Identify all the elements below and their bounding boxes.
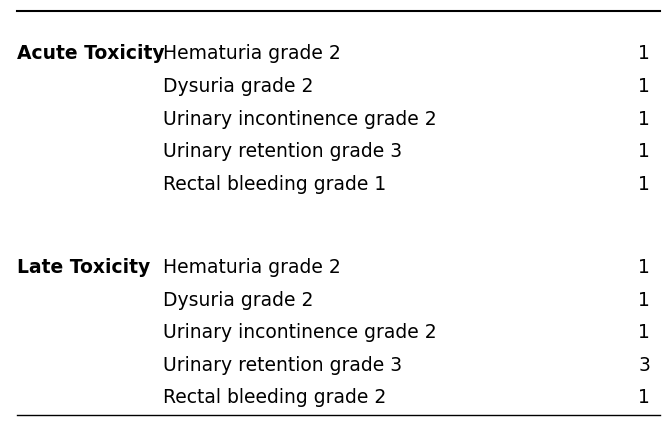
- Text: 1: 1: [638, 323, 650, 342]
- Text: Rectal bleeding grade 2: Rectal bleeding grade 2: [163, 388, 387, 407]
- Text: Urinary retention grade 3: Urinary retention grade 3: [163, 142, 403, 161]
- Text: Rectal bleeding grade 1: Rectal bleeding grade 1: [163, 175, 387, 194]
- Text: Dysuria grade 2: Dysuria grade 2: [163, 77, 313, 96]
- Text: Urinary incontinence grade 2: Urinary incontinence grade 2: [163, 110, 437, 129]
- Text: 1: 1: [638, 388, 650, 407]
- Text: Hematuria grade 2: Hematuria grade 2: [163, 258, 341, 277]
- Text: Acute Toxicity: Acute Toxicity: [17, 44, 164, 63]
- Text: 1: 1: [638, 291, 650, 310]
- Text: 3: 3: [638, 356, 650, 375]
- Text: Hematuria grade 2: Hematuria grade 2: [163, 44, 341, 63]
- Text: Late Toxicity: Late Toxicity: [17, 258, 150, 277]
- Text: 1: 1: [638, 258, 650, 277]
- Text: 1: 1: [638, 44, 650, 63]
- Text: Urinary incontinence grade 2: Urinary incontinence grade 2: [163, 323, 437, 342]
- Text: 1: 1: [638, 175, 650, 194]
- Text: 1: 1: [638, 110, 650, 129]
- Text: 1: 1: [638, 77, 650, 96]
- Text: 1: 1: [638, 142, 650, 161]
- Text: Urinary retention grade 3: Urinary retention grade 3: [163, 356, 403, 375]
- Text: Dysuria grade 2: Dysuria grade 2: [163, 291, 313, 310]
